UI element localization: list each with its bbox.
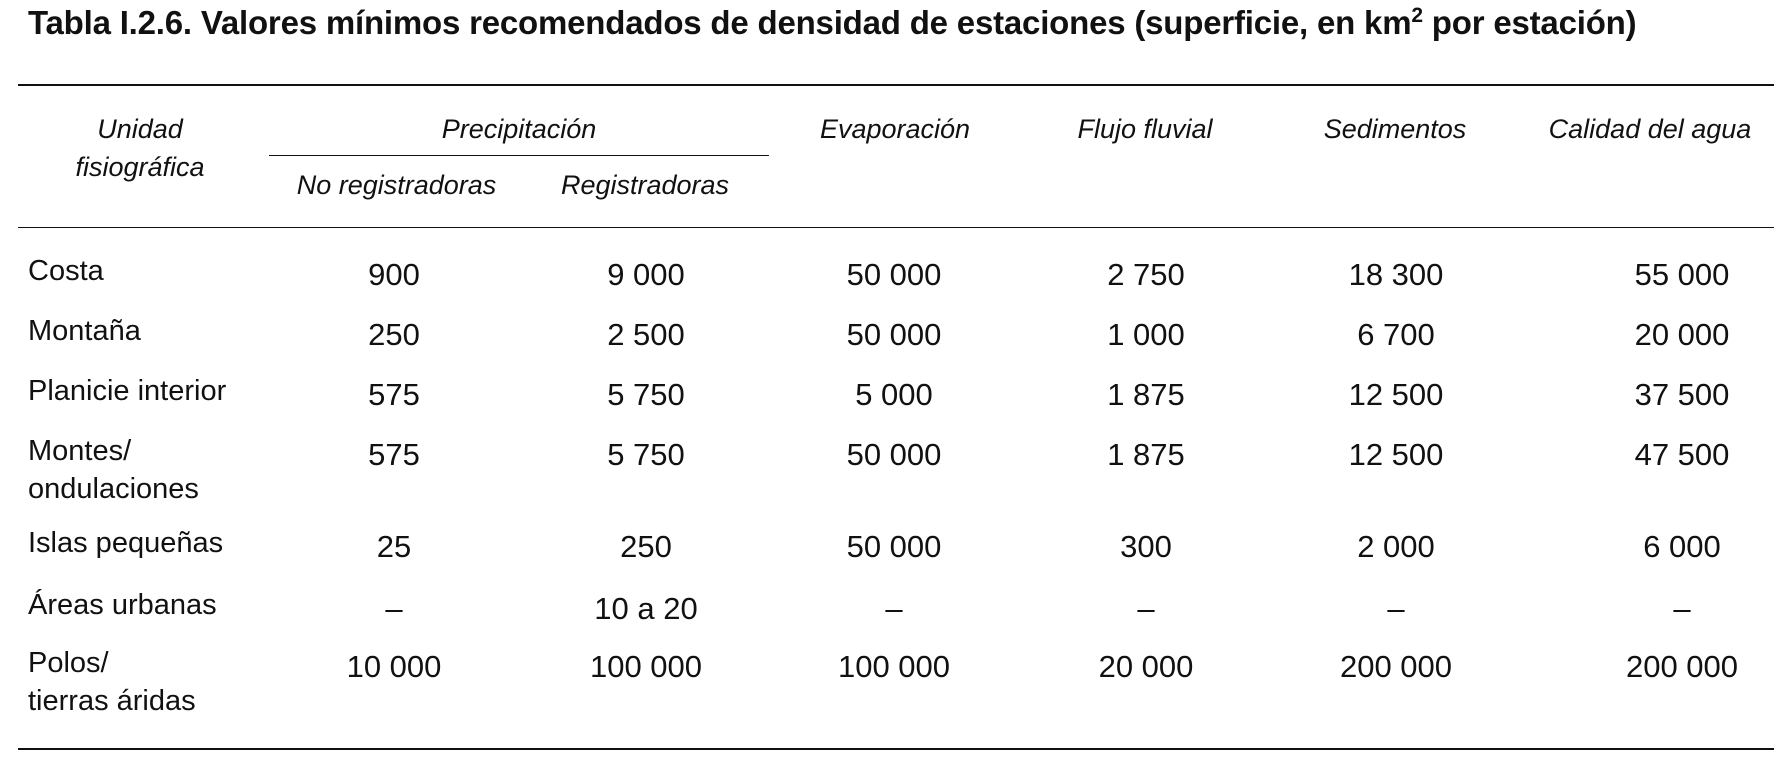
table-cell: 2 500	[607, 317, 685, 352]
table-cell: 12 500	[1348, 437, 1444, 472]
header-bottom-rule	[18, 227, 1774, 228]
title-suffix: por estación)	[1422, 4, 1637, 41]
table-cell: 1 875	[1107, 437, 1185, 472]
header-unit-line2: fisiográfica	[75, 152, 205, 182]
table-cell: –	[385, 591, 403, 626]
table-cell: 12 500	[1348, 377, 1444, 412]
table-cell: 5 750	[607, 377, 685, 412]
table-cell: 25	[376, 529, 412, 564]
table-cell: 50 000	[846, 257, 942, 292]
table-cell: 1 000	[1107, 317, 1185, 352]
table-cell: 18 300	[1348, 257, 1444, 292]
table-cell: 5 750	[607, 437, 685, 472]
row-label-line1: Polos/	[28, 647, 109, 679]
table-cell: 47 500	[1634, 437, 1730, 472]
table-cell: 250	[620, 529, 672, 564]
table-title: Tabla I.2.6. Valores mínimos recomendado…	[28, 4, 1637, 42]
row-label-line1: Áreas urbanas	[28, 589, 217, 621]
table-cell: 10 a 20	[594, 591, 698, 626]
table-cell: 20 000	[1634, 317, 1730, 352]
table-cell: 6 000	[1643, 529, 1721, 564]
precipitation-subrule	[269, 155, 769, 156]
table-cell: 1 875	[1107, 377, 1185, 412]
row-label: Islas pequeñas	[28, 524, 223, 562]
table-cell: 20 000	[1098, 649, 1194, 684]
table-cell: 575	[368, 377, 420, 412]
header-precipitation: Precipitación	[441, 114, 597, 144]
table-cell: 900	[368, 257, 420, 292]
table-cell: 6 700	[1357, 317, 1435, 352]
table-cell: 200 000	[1339, 649, 1453, 684]
table-cell: 575	[368, 437, 420, 472]
row-label-line1: Montaña	[28, 315, 141, 347]
header-precip-non-recording: No registradoras	[296, 170, 497, 200]
table-cell: –	[1673, 591, 1691, 626]
table-cell: 300	[1120, 529, 1172, 564]
row-label-line1: Costa	[28, 255, 104, 287]
table-cell: –	[1137, 591, 1155, 626]
row-label: Polos/tierras áridas	[28, 644, 196, 720]
title-text: Tabla I.2.6. Valores mínimos recomendado…	[28, 4, 1412, 41]
row-label-line1: Islas pequeñas	[28, 527, 224, 559]
table-cell: 10 000	[346, 649, 442, 684]
header-unit: Unidad fisiográfica	[40, 110, 240, 186]
row-label: Costa	[28, 252, 104, 290]
table-cell: 2 750	[1107, 257, 1185, 292]
table-cell: 5 000	[855, 377, 933, 412]
bottom-rule	[18, 748, 1774, 750]
title-superscript: 2	[1411, 4, 1423, 27]
table-cell: 9 000	[607, 257, 685, 292]
table-cell: 100 000	[837, 649, 951, 684]
row-label-line2: tierras áridas	[28, 685, 196, 717]
table-cell: –	[885, 591, 903, 626]
header-unit-line1: Unidad	[97, 114, 183, 144]
table-cell: 50 000	[846, 437, 942, 472]
row-label-line1: Planicie interior	[28, 375, 227, 407]
row-label: Planicie interior	[28, 372, 226, 410]
header-streamflow: Flujo fluvial	[1077, 114, 1213, 144]
row-label: Montes/ondulaciones	[28, 432, 199, 508]
table-cell: 50 000	[846, 529, 942, 564]
row-label-line1: Montes/	[28, 435, 132, 467]
header-water-quality: Calidad del agua	[1548, 114, 1752, 144]
row-label: Montaña	[28, 312, 141, 350]
row-label: Áreas urbanas	[28, 586, 217, 624]
table-cell: 2 000	[1357, 529, 1435, 564]
header-sediments: Sedimentos	[1323, 114, 1467, 144]
row-label-line2: ondulaciones	[28, 473, 199, 505]
table-cell: 50 000	[846, 317, 942, 352]
table-cell: 200 000	[1625, 649, 1739, 684]
top-rule	[18, 84, 1774, 86]
table-cell: 55 000	[1634, 257, 1730, 292]
table-cell: 100 000	[589, 649, 703, 684]
header-precip-recording: Registradoras	[560, 170, 730, 200]
table-cell: 37 500	[1634, 377, 1730, 412]
table-cell: –	[1387, 591, 1405, 626]
header-evaporation: Evaporación	[819, 114, 971, 144]
table-cell: 250	[368, 317, 420, 352]
